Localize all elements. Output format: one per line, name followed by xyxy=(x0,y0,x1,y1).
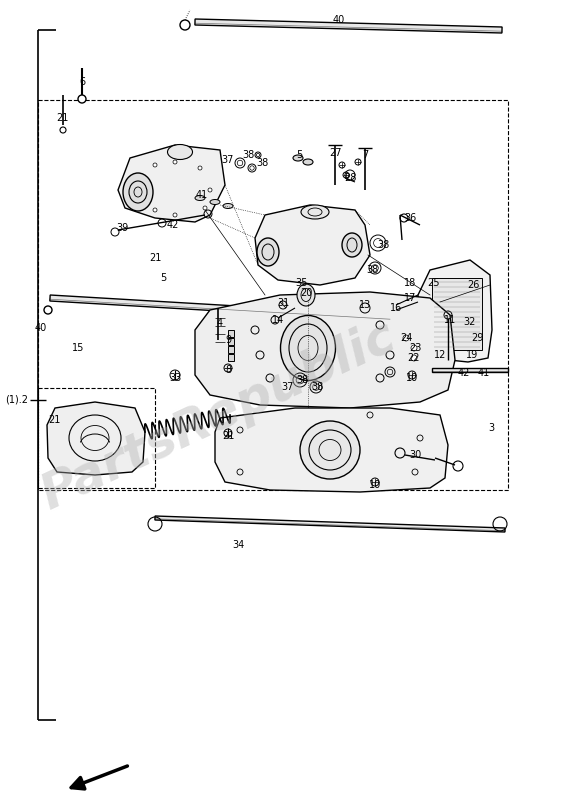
Text: 8: 8 xyxy=(225,365,231,375)
Circle shape xyxy=(60,127,66,133)
Text: 21: 21 xyxy=(149,253,161,263)
Ellipse shape xyxy=(293,155,303,161)
Text: 20: 20 xyxy=(300,288,312,298)
Text: 21: 21 xyxy=(222,431,234,441)
Text: 23: 23 xyxy=(409,343,421,353)
Circle shape xyxy=(173,213,177,217)
Ellipse shape xyxy=(342,233,362,257)
Text: 33: 33 xyxy=(169,373,181,383)
Bar xyxy=(432,278,482,350)
Text: 5: 5 xyxy=(160,273,166,283)
Text: 39: 39 xyxy=(116,223,128,233)
Ellipse shape xyxy=(195,195,205,201)
Text: 25: 25 xyxy=(428,278,440,288)
Bar xyxy=(38,100,508,490)
Text: 21: 21 xyxy=(56,113,68,123)
Polygon shape xyxy=(215,408,448,492)
Text: 37: 37 xyxy=(282,382,294,392)
Text: 7: 7 xyxy=(362,150,368,160)
Text: 24: 24 xyxy=(400,333,412,343)
Bar xyxy=(228,354,234,361)
Text: (1).2: (1).2 xyxy=(5,395,28,405)
Text: 27: 27 xyxy=(329,148,341,158)
Text: 35: 35 xyxy=(296,278,308,288)
Text: PartsRepublic: PartsRepublic xyxy=(34,313,404,519)
Text: 34: 34 xyxy=(232,540,244,550)
Text: 42: 42 xyxy=(167,220,179,230)
Ellipse shape xyxy=(123,173,153,211)
Text: 38: 38 xyxy=(256,158,268,168)
Ellipse shape xyxy=(297,284,315,306)
Ellipse shape xyxy=(280,315,335,381)
Ellipse shape xyxy=(303,159,313,165)
Polygon shape xyxy=(47,402,145,475)
Circle shape xyxy=(208,188,212,192)
Text: 37: 37 xyxy=(222,155,234,165)
Ellipse shape xyxy=(301,205,329,219)
Text: 10: 10 xyxy=(406,373,418,383)
Text: 13: 13 xyxy=(359,300,371,310)
Circle shape xyxy=(203,206,207,210)
Polygon shape xyxy=(195,19,502,33)
Text: 12: 12 xyxy=(434,350,446,360)
Polygon shape xyxy=(432,368,508,372)
Bar xyxy=(228,346,234,353)
Circle shape xyxy=(78,95,86,103)
Text: 29: 29 xyxy=(471,333,483,343)
Text: 30: 30 xyxy=(409,450,421,460)
Text: 42: 42 xyxy=(458,368,470,378)
Text: 19: 19 xyxy=(466,350,478,360)
Circle shape xyxy=(173,160,177,164)
Text: 15: 15 xyxy=(72,343,84,353)
Circle shape xyxy=(411,355,417,361)
Ellipse shape xyxy=(300,421,360,479)
Polygon shape xyxy=(195,292,455,408)
Circle shape xyxy=(153,208,157,212)
Polygon shape xyxy=(255,205,370,285)
Circle shape xyxy=(411,345,417,351)
Text: 11: 11 xyxy=(444,315,456,325)
Circle shape xyxy=(198,166,202,170)
Text: 22: 22 xyxy=(408,353,420,363)
Circle shape xyxy=(403,335,409,341)
Text: 40: 40 xyxy=(333,15,345,25)
Ellipse shape xyxy=(223,203,233,209)
Circle shape xyxy=(153,163,157,167)
Text: 17: 17 xyxy=(404,293,416,303)
Text: 21: 21 xyxy=(48,415,60,425)
Ellipse shape xyxy=(167,145,193,159)
Text: 31: 31 xyxy=(277,298,289,308)
Text: 5: 5 xyxy=(296,150,302,160)
Bar xyxy=(228,338,234,345)
Ellipse shape xyxy=(257,238,279,266)
Text: 16: 16 xyxy=(390,303,402,313)
Polygon shape xyxy=(155,516,505,532)
Text: 38: 38 xyxy=(311,382,323,392)
Text: 3: 3 xyxy=(488,423,494,433)
Bar xyxy=(228,330,234,337)
Polygon shape xyxy=(118,145,225,222)
Text: 38: 38 xyxy=(296,375,308,385)
Text: 9: 9 xyxy=(225,335,231,345)
Text: 38: 38 xyxy=(366,265,378,275)
Bar xyxy=(38,388,155,488)
Text: 14: 14 xyxy=(272,315,284,325)
Text: 38: 38 xyxy=(242,150,254,160)
Ellipse shape xyxy=(210,199,220,205)
Text: 26: 26 xyxy=(467,280,479,290)
Polygon shape xyxy=(418,260,492,362)
Text: 32: 32 xyxy=(464,317,476,327)
Polygon shape xyxy=(50,295,390,321)
Text: 18: 18 xyxy=(404,278,416,288)
Text: 41: 41 xyxy=(196,190,208,200)
Text: 36: 36 xyxy=(404,213,416,223)
Text: 4: 4 xyxy=(217,318,223,328)
Text: 10: 10 xyxy=(369,480,381,490)
Text: 28: 28 xyxy=(344,173,356,183)
Text: 40: 40 xyxy=(35,323,47,333)
Text: 6: 6 xyxy=(79,77,85,87)
Text: 38: 38 xyxy=(377,240,389,250)
Text: 41: 41 xyxy=(478,368,490,378)
